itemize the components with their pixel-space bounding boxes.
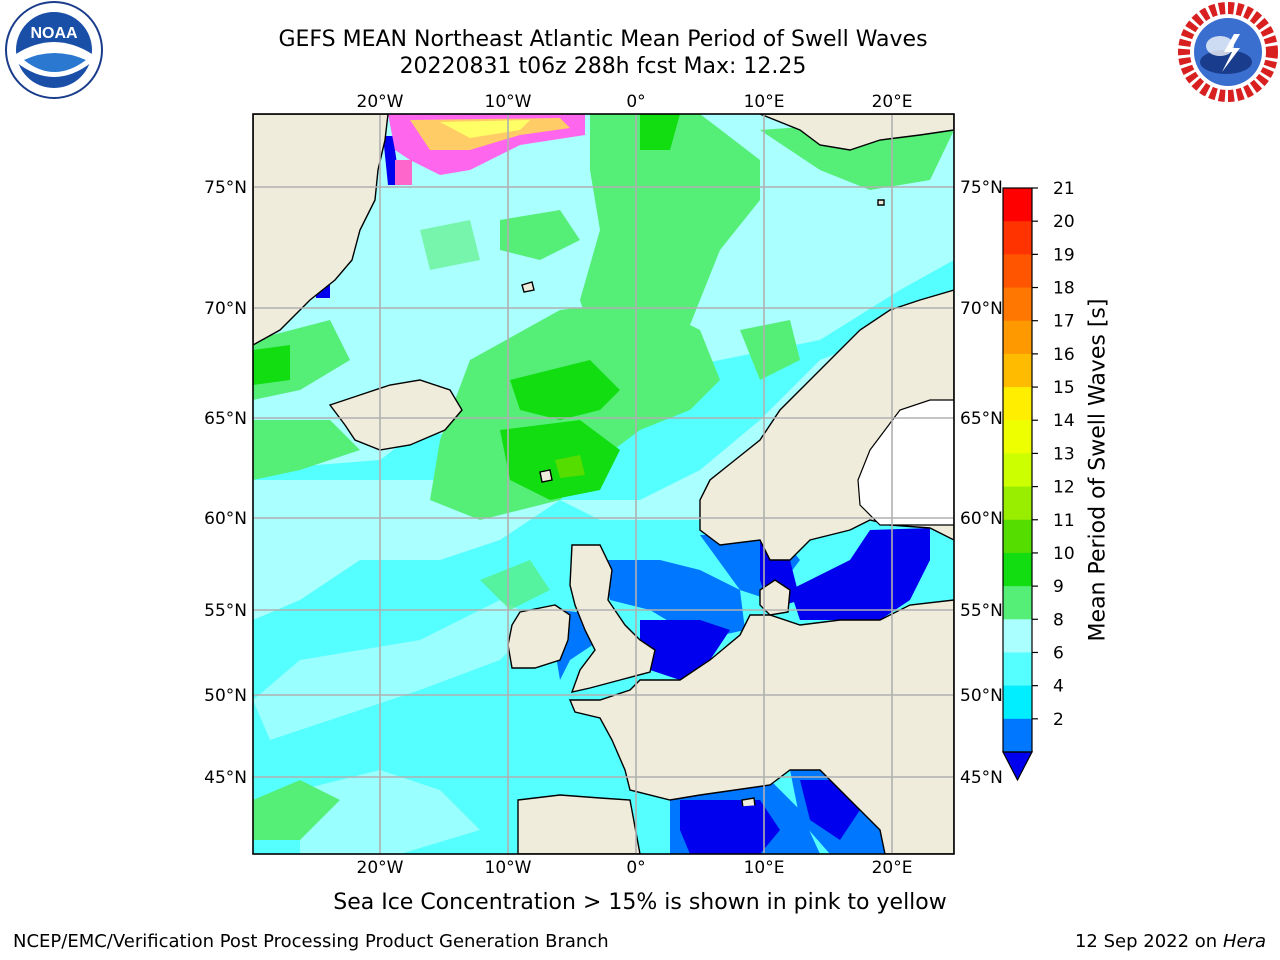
lon-label-bottom: 10°W bbox=[485, 858, 532, 878]
chart-title: GEFS MEAN Northeast Atlantic Mean Period… bbox=[278, 27, 928, 52]
colorbar-tick-label: 20 bbox=[1053, 212, 1075, 232]
colorbar-tick-label: 14 bbox=[1053, 411, 1075, 431]
colorbar-tick-label: 11 bbox=[1053, 511, 1075, 531]
colorbar-swatch bbox=[1003, 552, 1032, 587]
lon-label-bottom: 0° bbox=[626, 858, 645, 878]
footer-host: Hera bbox=[1222, 931, 1266, 952]
colorbar-swatch bbox=[1003, 287, 1032, 322]
colorbar-swatch bbox=[1003, 221, 1032, 255]
swell-dark-green-field bbox=[253, 114, 680, 500]
lat-label-right: 70°N bbox=[960, 299, 1003, 319]
colorbar-tick-label: 9 bbox=[1053, 577, 1064, 597]
colorbar-swatch bbox=[1003, 652, 1032, 687]
gulf-of-bothnia bbox=[857, 399, 954, 526]
colorbar-swatch bbox=[1003, 453, 1032, 488]
noaa-logo: NOAA bbox=[5, 1, 103, 99]
colorbar-swatch bbox=[1003, 420, 1032, 454]
colorbar-swatch bbox=[1003, 619, 1032, 653]
footer-credit: NCEP/EMC/Verification Post Processing Pr… bbox=[13, 931, 609, 952]
lat-label-right: 65°N bbox=[960, 409, 1003, 429]
sea-ice-field bbox=[388, 114, 585, 185]
iberia bbox=[517, 794, 641, 854]
great-britain bbox=[569, 544, 656, 693]
colorbar-swatch bbox=[1003, 586, 1032, 620]
colorbar-tick-label: 18 bbox=[1053, 279, 1075, 299]
colorbar-tick-label: 4 bbox=[1053, 677, 1064, 697]
lat-label-left: 60°N bbox=[204, 509, 247, 529]
greenland bbox=[253, 114, 389, 346]
colorbar-swatch bbox=[1003, 387, 1032, 421]
colorbar-tick-label: 2 bbox=[1053, 710, 1064, 730]
map-frame bbox=[252, 113, 955, 855]
lat-label-right: 55°N bbox=[960, 601, 1003, 621]
colorbar-swatch bbox=[1003, 519, 1032, 554]
mediterranean-low-swell bbox=[690, 805, 770, 850]
sea-ice-annotation: Sea Ice Concentration > 15% is shown in … bbox=[333, 890, 947, 915]
noaa-logo-text: NOAA bbox=[30, 25, 78, 42]
colorbar-tick-label: 12 bbox=[1053, 478, 1075, 498]
lon-label-top: 0° bbox=[626, 92, 645, 112]
colorbar-swatch bbox=[1003, 254, 1032, 289]
lat-labels-right: 75°N 70°N 65°N 60°N 55°N 50°N 45°N bbox=[960, 178, 1003, 788]
colorbar-label: Mean Period of Swell Waves [s] bbox=[1085, 298, 1111, 642]
lat-label-right: 45°N bbox=[960, 768, 1003, 788]
colorbar-tick-label: 17 bbox=[1053, 312, 1075, 332]
footer-date-text: 12 Sep 2022 on bbox=[1074, 931, 1218, 952]
colorbar-under-arrow bbox=[1002, 751, 1033, 782]
lat-labels-left: 75°N 70°N 65°N 60°N 55°N 50°N 45°N bbox=[204, 178, 247, 788]
svalbard bbox=[759, 114, 954, 151]
colorbar-tick-label: 16 bbox=[1053, 345, 1075, 365]
iceland bbox=[328, 379, 463, 451]
lon-label-bottom: 20°W bbox=[357, 858, 404, 878]
lat-label-left: 50°N bbox=[204, 686, 247, 706]
lon-label-bottom: 20°E bbox=[872, 858, 913, 878]
colorbar-tick-label: 21 bbox=[1053, 179, 1075, 199]
colorbar-swatch bbox=[1003, 486, 1032, 521]
nws-logo bbox=[1178, 2, 1278, 102]
lat-label-left: 45°N bbox=[204, 768, 247, 788]
lat-label-left: 70°N bbox=[204, 299, 247, 319]
lon-label-top: 10°E bbox=[744, 92, 785, 112]
lat-label-left: 65°N bbox=[204, 409, 247, 429]
lat-label-right: 75°N bbox=[960, 178, 1003, 198]
lat-label-right: 50°N bbox=[960, 686, 1003, 706]
lat-label-left: 55°N bbox=[204, 601, 247, 621]
map-gridlines bbox=[253, 114, 954, 854]
colorbar-tick-label: 15 bbox=[1053, 378, 1075, 398]
denmark bbox=[759, 579, 791, 616]
map-panel bbox=[253, 114, 954, 854]
lon-label-top: 20°E bbox=[872, 92, 913, 112]
colorbar-tick-label: 10 bbox=[1053, 544, 1075, 564]
colorbar-swatch bbox=[1003, 685, 1032, 720]
swell-max-cell bbox=[555, 455, 585, 478]
colorbar-outline bbox=[1002, 187, 1033, 753]
chart-subtitle: 20220831 t06z 288h fcst Max: 12.25 bbox=[399, 54, 807, 79]
lon-label-top: 10°W bbox=[485, 92, 532, 112]
lon-labels: 20°W 10°W 0° 10°E 20°E 20°W 10°W 0° 10°E… bbox=[357, 92, 913, 878]
colorbar-tick-label: 13 bbox=[1053, 444, 1075, 464]
colorbar-swatch bbox=[1003, 320, 1032, 355]
colorbar-swatch bbox=[1003, 718, 1032, 753]
colorbar-tick-label: 6 bbox=[1053, 643, 1064, 663]
lon-label-top: 20°W bbox=[357, 92, 404, 112]
footer-date: 12 Sep 2022 on Hera bbox=[1075, 931, 1266, 952]
lat-label-right: 60°N bbox=[960, 509, 1003, 529]
lon-label-bottom: 10°E bbox=[744, 858, 785, 878]
colorbar-tick-label: 8 bbox=[1053, 610, 1064, 630]
colorbar: 21 20 19 18 17 16 15 14 13 12 11 10 9 8 6 4 2 bbox=[1002, 179, 1075, 782]
colorbar-tick-label: 19 bbox=[1053, 245, 1075, 265]
colorbar-swatch bbox=[1003, 188, 1032, 222]
lat-label-left: 75°N bbox=[204, 178, 247, 198]
colorbar-swatch bbox=[1003, 353, 1032, 388]
